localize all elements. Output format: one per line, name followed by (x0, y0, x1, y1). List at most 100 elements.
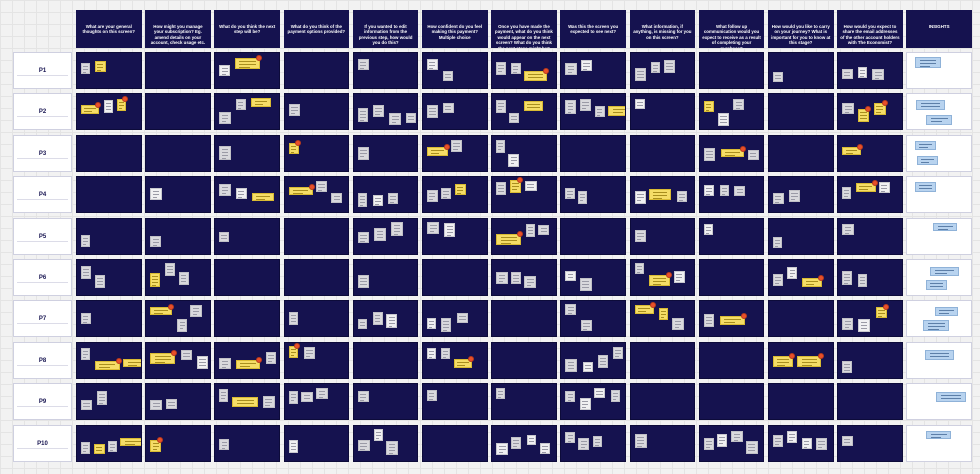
grey-sticky-note[interactable] (773, 435, 784, 447)
comment-marker-icon[interactable] (122, 96, 129, 103)
blue-sticky-note[interactable] (933, 222, 958, 232)
comment-marker-icon[interactable] (817, 353, 824, 360)
grey-sticky-note[interactable] (180, 349, 193, 361)
grey-sticky-note[interactable] (773, 193, 784, 205)
grey-sticky-note[interactable] (842, 68, 853, 80)
yellow-sticky-note[interactable] (608, 106, 625, 116)
yellow-sticky-note[interactable] (658, 307, 668, 321)
yellow-sticky-note[interactable] (649, 275, 670, 286)
grey-sticky-note[interactable] (81, 63, 91, 75)
grey-sticky-note[interactable] (801, 437, 812, 450)
yellow-sticky-note[interactable] (123, 358, 141, 368)
grey-sticky-note[interactable] (594, 105, 605, 118)
grey-sticky-note[interactable] (578, 438, 590, 451)
yellow-sticky-note[interactable] (855, 182, 876, 192)
comment-marker-icon[interactable] (256, 357, 263, 364)
yellow-sticky-note[interactable] (634, 304, 654, 315)
comment-marker-icon[interactable] (739, 145, 746, 152)
grey-sticky-note[interactable] (579, 277, 592, 291)
grey-sticky-note[interactable] (593, 388, 606, 399)
grey-sticky-note[interactable] (288, 439, 298, 453)
grey-sticky-note[interactable] (219, 439, 230, 450)
yellow-sticky-note[interactable] (81, 105, 100, 114)
grey-sticky-note[interactable] (331, 192, 342, 203)
grey-sticky-note[interactable] (634, 263, 645, 274)
grey-sticky-note[interactable] (593, 435, 603, 447)
grey-sticky-note[interactable] (524, 180, 537, 191)
comment-marker-icon[interactable] (516, 231, 523, 238)
grey-sticky-note[interactable] (219, 184, 231, 197)
grey-sticky-note[interactable] (441, 188, 452, 199)
grey-sticky-note[interactable] (525, 224, 535, 238)
yellow-sticky-note[interactable] (773, 356, 793, 367)
grey-sticky-note[interactable] (288, 312, 298, 326)
grey-sticky-note[interactable] (565, 304, 577, 315)
grey-sticky-note[interactable] (496, 272, 508, 284)
grey-sticky-note[interactable] (357, 274, 369, 288)
grey-sticky-note[interactable] (538, 224, 550, 235)
grey-sticky-note[interactable] (357, 58, 369, 70)
grey-sticky-note[interactable] (579, 397, 591, 411)
grey-sticky-note[interactable] (190, 304, 202, 318)
participant-card-p8[interactable]: P8 (13, 341, 72, 379)
grey-sticky-note[interactable] (786, 430, 798, 443)
grey-sticky-note[interactable] (266, 351, 277, 364)
grey-sticky-note[interactable] (773, 71, 784, 83)
comment-marker-icon[interactable] (294, 342, 301, 349)
grey-sticky-note[interactable] (107, 441, 118, 452)
yellow-sticky-note[interactable] (94, 60, 106, 73)
grey-sticky-note[interactable] (787, 267, 798, 279)
grey-sticky-note[interactable] (634, 68, 647, 82)
grey-sticky-note[interactable] (315, 180, 327, 192)
grey-sticky-note[interactable] (386, 441, 398, 455)
grey-sticky-note[interactable] (372, 194, 383, 207)
grey-sticky-note[interactable] (703, 313, 715, 328)
grey-sticky-note[interactable] (406, 112, 417, 124)
grey-sticky-note[interactable] (316, 387, 328, 400)
yellow-sticky-note[interactable] (251, 97, 271, 107)
grey-sticky-note[interactable] (357, 391, 369, 402)
yellow-sticky-note[interactable] (288, 345, 299, 358)
grey-sticky-note[interactable] (565, 100, 576, 114)
grey-sticky-note[interactable] (734, 185, 746, 197)
grey-sticky-note[interactable] (773, 273, 783, 286)
grey-sticky-note[interactable] (387, 192, 398, 205)
grey-sticky-note[interactable] (496, 140, 506, 153)
grey-sticky-note[interactable] (672, 317, 684, 330)
grey-sticky-note[interactable] (219, 231, 229, 243)
grey-sticky-note[interactable] (301, 391, 313, 403)
grey-sticky-note[interactable] (357, 439, 370, 452)
grey-sticky-note[interactable] (565, 359, 577, 372)
comment-marker-icon[interactable] (115, 357, 122, 364)
grey-sticky-note[interactable] (565, 270, 576, 282)
yellow-sticky-note[interactable] (150, 353, 176, 365)
grey-sticky-note[interactable] (357, 319, 367, 330)
grey-sticky-note[interactable] (510, 436, 521, 450)
grey-sticky-note[interactable] (150, 400, 162, 411)
blue-sticky-note[interactable] (915, 181, 936, 192)
grey-sticky-note[interactable] (389, 113, 402, 126)
comment-marker-icon[interactable] (788, 353, 795, 360)
grey-sticky-note[interactable] (443, 70, 454, 82)
blue-sticky-note[interactable] (924, 349, 955, 360)
comment-marker-icon[interactable] (256, 54, 263, 61)
comment-marker-icon[interactable] (864, 105, 871, 112)
comment-marker-icon[interactable] (649, 301, 656, 308)
grey-sticky-note[interactable] (219, 65, 231, 76)
grey-sticky-note[interactable] (427, 190, 438, 202)
grey-sticky-note[interactable] (235, 98, 246, 110)
grey-sticky-note[interactable] (150, 236, 162, 247)
grey-sticky-note[interactable] (372, 105, 385, 118)
comment-marker-icon[interactable] (883, 303, 890, 310)
grey-sticky-note[interactable] (427, 105, 439, 119)
comment-marker-icon[interactable] (543, 68, 550, 75)
comment-marker-icon[interactable] (443, 144, 450, 151)
grey-sticky-note[interactable] (842, 318, 854, 330)
grey-sticky-note[interactable] (81, 312, 91, 324)
grey-sticky-note[interactable] (81, 441, 91, 454)
comment-marker-icon[interactable] (856, 143, 863, 150)
grey-sticky-note[interactable] (427, 222, 439, 234)
grey-sticky-note[interactable] (103, 99, 114, 113)
grey-sticky-note[interactable] (219, 358, 231, 369)
comment-marker-icon[interactable] (294, 139, 301, 146)
